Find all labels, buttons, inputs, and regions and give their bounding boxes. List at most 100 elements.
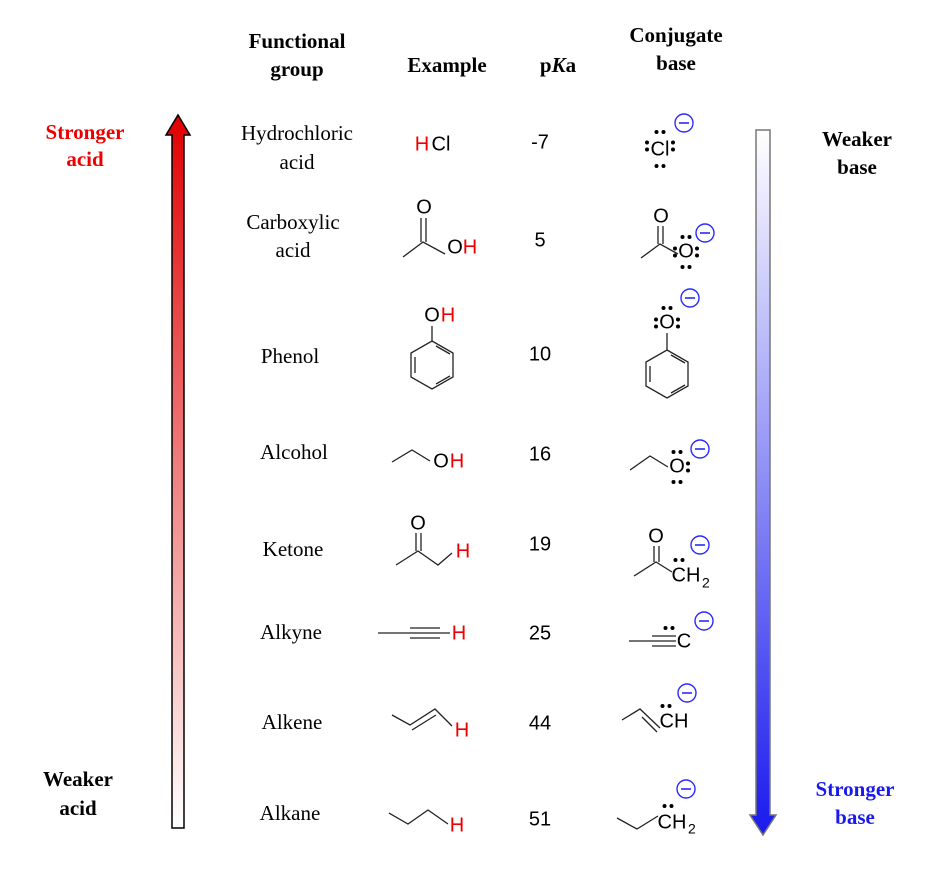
lone-pair-dot: [673, 253, 677, 258]
bond: [378, 627, 450, 639]
header: base: [656, 51, 696, 75]
charge-circle: [690, 439, 710, 459]
charge-circle: [677, 683, 697, 703]
atom: O: [648, 525, 664, 547]
atom: H: [452, 622, 466, 644]
side-label: Weaker: [43, 767, 113, 791]
atom: Cl: [651, 138, 670, 160]
group-name: Phenol: [261, 344, 320, 368]
lone-pair-dot: [673, 558, 678, 562]
lone-pair-dot: [676, 317, 680, 322]
header-part: p: [540, 53, 552, 77]
atom: O: [678, 240, 694, 262]
bond: [645, 333, 689, 399]
header: group: [270, 57, 323, 81]
atom: O: [410, 512, 426, 534]
lone-pair-dot: [687, 235, 692, 239]
atom: CH: [658, 811, 687, 833]
lone-pair-dot: [671, 147, 675, 152]
atom: H: [450, 814, 464, 836]
lone-pair-dot: [673, 246, 677, 251]
pka-value: 19: [529, 533, 551, 555]
group-name: acid: [276, 238, 311, 262]
atom: O: [659, 311, 675, 333]
lone-pair-dot: [661, 164, 666, 168]
pka-value: 51: [529, 808, 551, 830]
atom: O: [669, 455, 685, 477]
lone-pair-dot: [680, 235, 685, 239]
lone-pair-dot: [663, 626, 668, 630]
atom: O: [433, 450, 449, 472]
charge-circle: [694, 611, 714, 631]
bond: [633, 546, 673, 577]
atom: H: [441, 304, 455, 326]
lone-pair-dot: [678, 480, 683, 484]
bond: [616, 815, 659, 830]
atom: H: [455, 719, 469, 741]
bond: [640, 226, 679, 259]
atom: C: [677, 630, 691, 652]
side-label: Stronger: [46, 120, 125, 144]
charge-circle: [674, 113, 694, 133]
header: Conjugate: [629, 23, 722, 47]
bond: [402, 218, 446, 258]
bond: [629, 455, 669, 471]
group-name: Alkyne: [260, 620, 322, 644]
charge-circle: [690, 535, 710, 555]
lone-pair-dot: [680, 265, 685, 269]
header: Functional: [249, 29, 346, 53]
group-name: Hydrochloric: [241, 121, 353, 145]
atom: H: [415, 133, 429, 155]
lone-pair-dot: [654, 164, 659, 168]
pka-value: 44: [529, 712, 551, 734]
atom: H: [463, 236, 477, 258]
lone-pair-dot: [678, 450, 683, 454]
header: Example: [407, 53, 486, 77]
lone-pair-dot: [661, 130, 666, 134]
bond: [410, 326, 454, 390]
side-label: Stronger: [816, 777, 895, 801]
charge-circle: [680, 288, 700, 308]
header: pKa: [540, 53, 577, 77]
lone-pair-dot: [667, 704, 672, 708]
lone-pair-dot: [695, 246, 699, 251]
lone-pair-dot: [671, 450, 676, 454]
side-label: Weaker: [822, 127, 892, 151]
lone-pair-dot: [676, 324, 680, 329]
lone-pair-dot: [686, 461, 690, 466]
atom: O: [653, 205, 669, 227]
lone-pair-dot: [654, 324, 658, 329]
bond: [629, 635, 676, 647]
lone-pair-dot: [680, 558, 685, 562]
pka-value: -7: [531, 131, 549, 153]
lone-pair-dot: [671, 480, 676, 484]
side-label: acid: [66, 147, 104, 171]
atom: Cl: [432, 133, 451, 155]
lone-pair-dot: [686, 468, 690, 473]
side-label: acid: [59, 796, 97, 820]
header-part: a: [566, 53, 577, 77]
lone-pair-dot: [654, 130, 659, 134]
lone-pair-dot: [660, 704, 665, 708]
pka-value: 10: [529, 343, 551, 365]
side-label: base: [837, 155, 877, 179]
acid-arrow: [164, 113, 192, 829]
bond: [391, 708, 453, 731]
base-arrow: [748, 129, 778, 837]
lone-pair-dot: [670, 626, 675, 630]
atom-subscript: 2: [702, 575, 710, 591]
bond: [388, 809, 449, 825]
lone-pair-dot: [662, 804, 667, 808]
lone-pair-dot: [687, 265, 692, 269]
lone-pair-dot: [668, 306, 673, 310]
lone-pair-dot: [645, 140, 649, 145]
lone-pair-dot: [695, 253, 699, 258]
bond: [395, 533, 453, 566]
charge-circle: [676, 779, 696, 799]
group-name: Ketone: [263, 537, 324, 561]
atom: CH: [672, 564, 701, 586]
atom: O: [447, 236, 463, 258]
atom: CH: [660, 710, 689, 732]
